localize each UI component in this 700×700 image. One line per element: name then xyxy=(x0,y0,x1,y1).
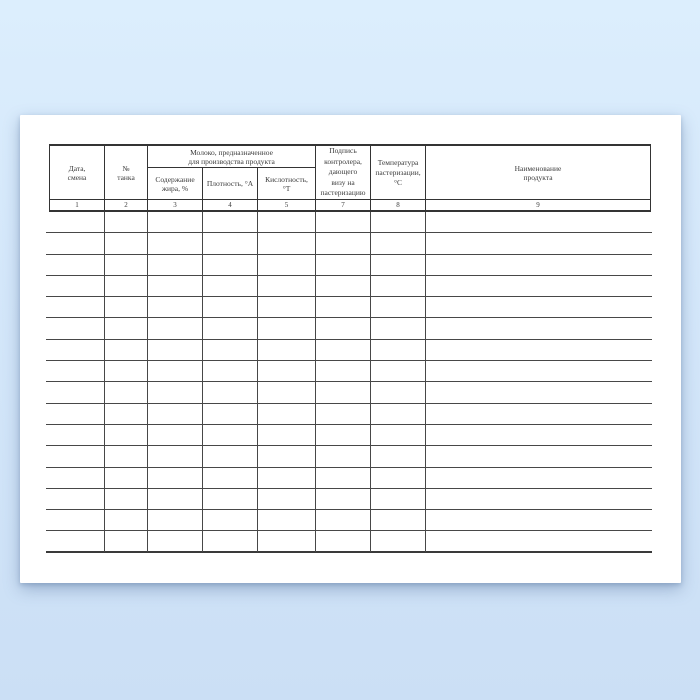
table-row xyxy=(46,233,652,255)
column-divider xyxy=(257,212,258,553)
table-row xyxy=(46,297,652,319)
table-row xyxy=(46,255,652,276)
col-header-pasteurization-temperature: Температура пастеризации, °С xyxy=(371,146,426,199)
column-number: 7 xyxy=(316,200,371,210)
col-header-date-shift: Дата, смена xyxy=(50,146,105,199)
column-number: 1 xyxy=(50,200,105,210)
col-header-label: Температура пастеризации, °С xyxy=(375,157,421,187)
column-divider xyxy=(104,212,105,553)
column-divider xyxy=(315,212,316,553)
table-body xyxy=(46,212,652,554)
table-row xyxy=(46,361,652,383)
col-header-label: Кислотность, °Т xyxy=(265,174,308,193)
table-row xyxy=(46,510,652,532)
col-header-label: Наименование продукта xyxy=(514,163,562,182)
table-row xyxy=(46,212,652,234)
column-number: 8 xyxy=(371,200,426,210)
column-divider xyxy=(202,212,203,553)
paper-sheet: Дата, смена № танка Молоко, предназначен… xyxy=(20,115,681,583)
table-row xyxy=(46,382,652,404)
col-header-density: Плотность, °А xyxy=(203,168,258,199)
col-header-product-name: Наименование продукта xyxy=(426,146,650,199)
column-number: 3 xyxy=(148,200,203,210)
col-group-milk-subheaders: Содержание жира, % Плотность, °А Кислотн… xyxy=(148,168,315,199)
table-rows xyxy=(46,212,652,554)
col-group-milk: Молоко, предназначенное для производства… xyxy=(148,146,316,199)
column-number: 4 xyxy=(203,200,258,210)
table-row xyxy=(46,340,652,362)
col-header-acidity: Кислотность, °Т xyxy=(258,168,315,199)
col-header-controller-signature: Подпись контролера, дающего визу на паст… xyxy=(316,146,371,199)
col-header-label: Содержание жира, % xyxy=(155,174,195,193)
table-row xyxy=(46,446,652,468)
table-row xyxy=(46,276,652,298)
col-header-label: Плотность, °А xyxy=(206,179,254,188)
col-header-fat-content: Содержание жира, % xyxy=(148,168,203,199)
col-header-tank-number: № танка xyxy=(105,146,148,199)
col-header-label: Подпись контролера, дающего визу на паст… xyxy=(320,146,366,198)
column-numbers-row: 1 2 3 4 5 7 8 9 xyxy=(49,200,651,212)
column-divider xyxy=(147,212,148,553)
table-row xyxy=(46,404,652,425)
col-group-label: Молоко, предназначенное для производства… xyxy=(188,147,275,166)
column-number: 9 xyxy=(536,201,540,209)
column-number: 2 xyxy=(105,200,148,210)
column-divider xyxy=(425,212,426,553)
col-header-label: Дата, смена xyxy=(67,163,87,182)
table-row xyxy=(46,318,652,340)
table-row xyxy=(46,468,652,489)
col-group-milk-title: Молоко, предназначенное для производства… xyxy=(148,146,315,168)
table-header: Дата, смена № танка Молоко, предназначен… xyxy=(49,144,651,200)
table-row xyxy=(46,489,652,511)
column-number: 5 xyxy=(258,200,316,210)
table-row xyxy=(46,531,652,554)
column-divider xyxy=(370,212,371,553)
table-row xyxy=(46,425,652,447)
col-header-label: № танка xyxy=(117,163,135,182)
pasteurization-journal-table: Дата, смена № танка Молоко, предназначен… xyxy=(46,144,652,554)
